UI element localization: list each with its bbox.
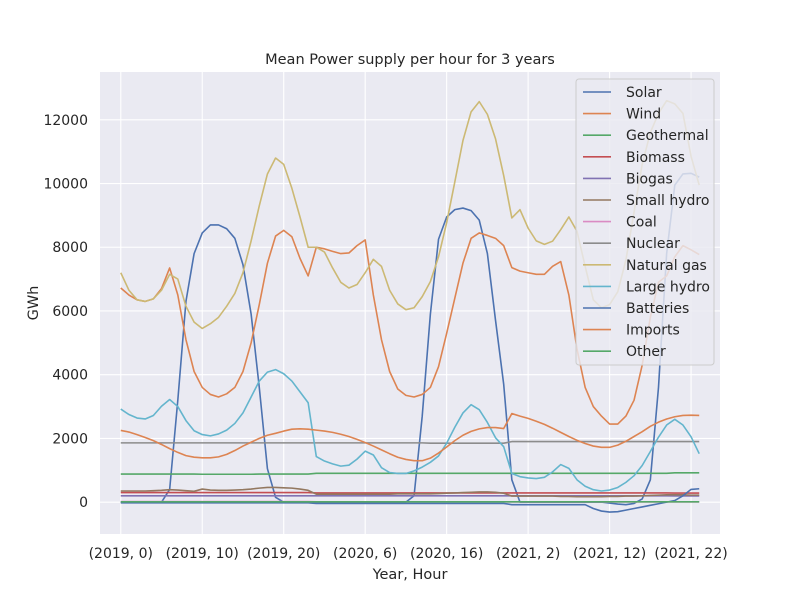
x-tick-label: (2020, 6) [333, 546, 397, 562]
y-axis-ticks: 0 2000 4000 6000 8000 10000 12000 [43, 113, 88, 511]
x-tick-label: (2020, 16) [410, 546, 483, 562]
y-tick-label: 4000 [52, 368, 88, 384]
legend-label-biogas: Biogas [626, 171, 673, 187]
legend-label-nuclear: Nuclear [626, 236, 680, 252]
x-tick-label: (2021, 12) [573, 546, 646, 562]
legend-label-coal: Coal [626, 215, 657, 231]
legend-label-biomass: Biomass [626, 150, 685, 166]
legend-label-natural-gas: Natural gas [626, 258, 707, 274]
legend-label-geothermal: Geothermal [626, 128, 709, 144]
legend-label-imports: Imports [626, 323, 680, 339]
legend-label-other: Other [626, 344, 666, 360]
x-tick-label: (2021, 2) [496, 546, 560, 562]
legend-label-large-hydro: Large hydro [626, 279, 710, 295]
y-tick-label: 12000 [43, 113, 88, 129]
y-tick-label: 8000 [52, 240, 88, 256]
legend-label-wind: Wind [626, 107, 661, 123]
y-tick-label: 2000 [52, 431, 88, 447]
x-tick-label: (2019, 20) [247, 546, 320, 562]
y-tick-label: 0 [79, 495, 88, 511]
y-axis-label: GWh [26, 286, 42, 321]
x-tick-label: (2021, 22) [654, 546, 727, 562]
x-tick-label: (2019, 0) [89, 546, 153, 562]
y-tick-label: 10000 [43, 177, 88, 193]
chart-title: Mean Power supply per hour for 3 years [265, 52, 555, 68]
x-axis-ticks: (2019, 0) (2019, 10) (2019, 20) (2020, 6) (2… [89, 546, 728, 562]
legend-label-small-hydro: Small hydro [626, 193, 709, 209]
x-tick-label: (2019, 10) [166, 546, 239, 562]
y-tick-label: 6000 [52, 304, 88, 320]
x-axis-label: Year, Hour [372, 567, 448, 583]
legend-label-solar: Solar [626, 85, 662, 101]
legend: Solar Wind Geothermal Biomass Biogas Small hy… [576, 79, 714, 365]
legend-label-batteries: Batteries [626, 301, 689, 317]
